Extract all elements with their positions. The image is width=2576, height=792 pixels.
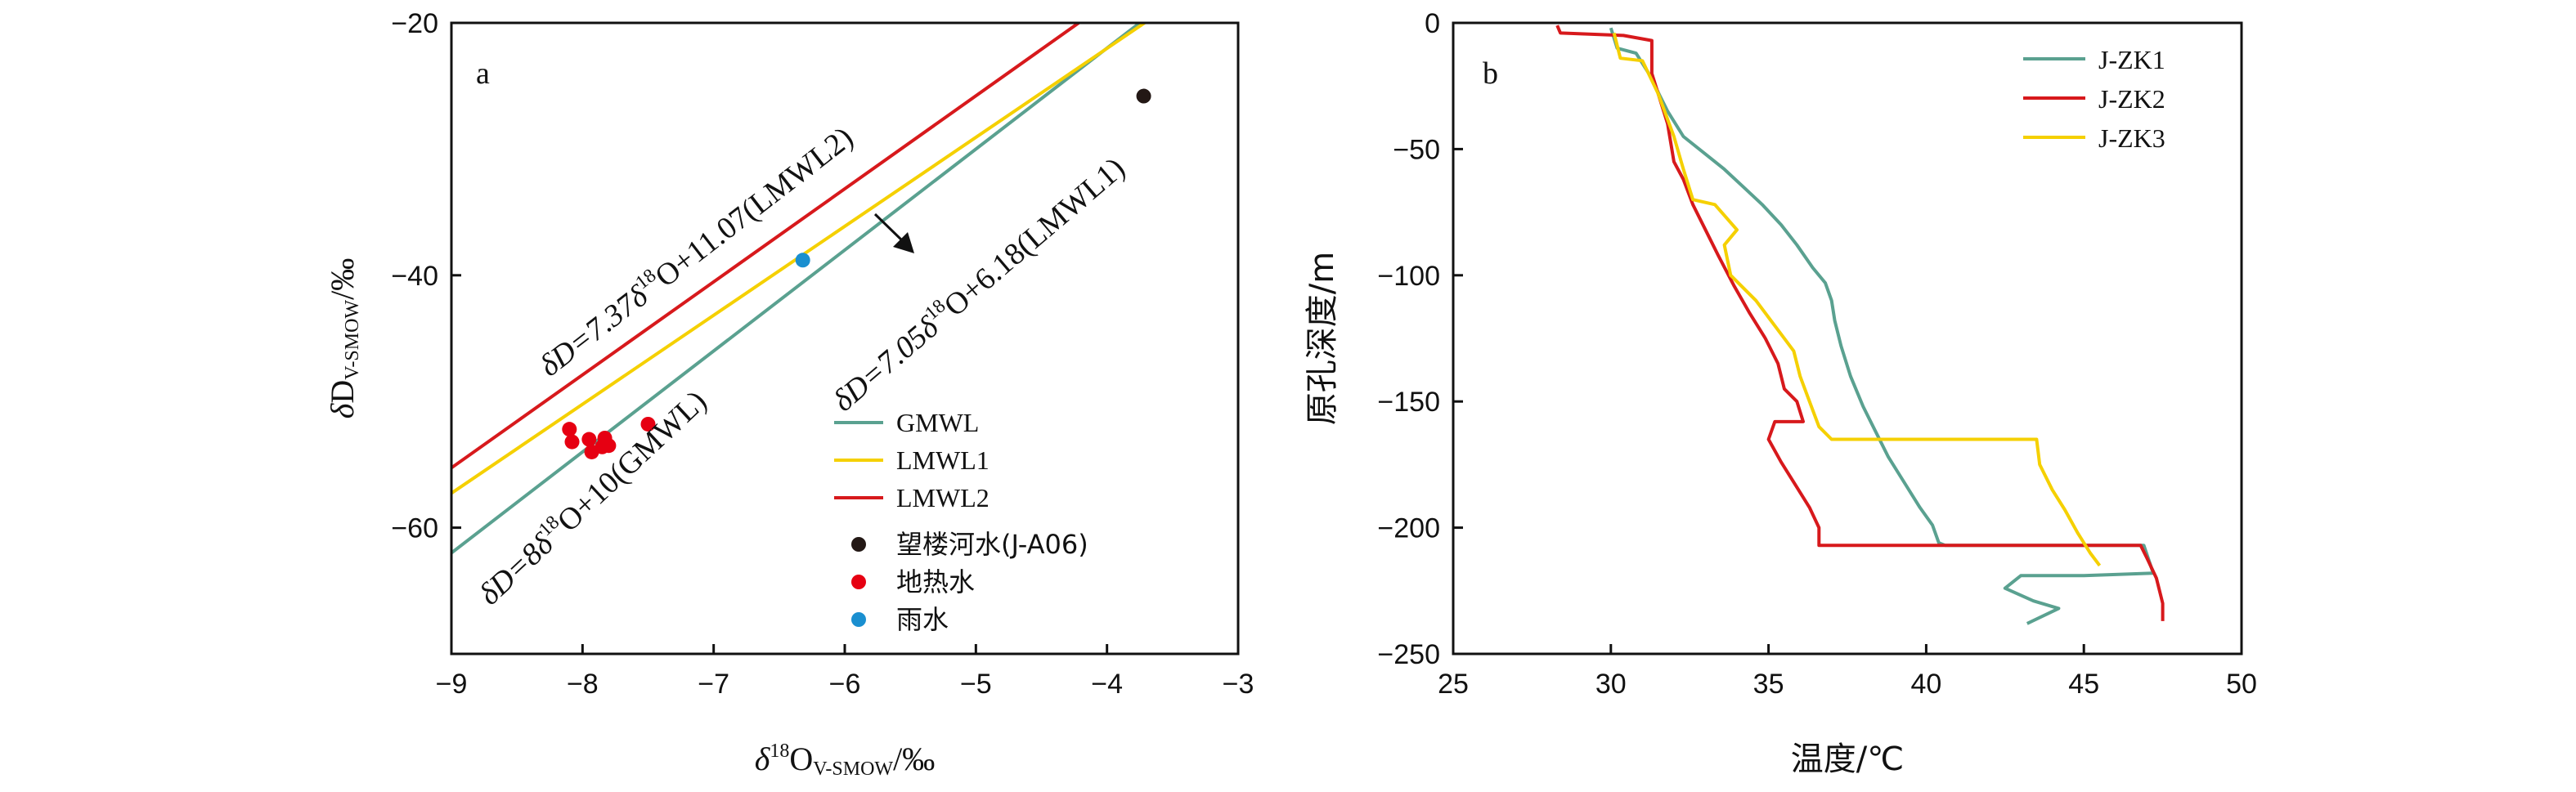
panel-b-frame xyxy=(1452,21,2243,656)
b-x-tick-label: 25 xyxy=(1438,669,1469,700)
legend-label-jzk1: J-ZK1 xyxy=(2098,45,2165,74)
panel-a-label: a xyxy=(476,56,490,91)
line-gmwl xyxy=(451,23,1143,555)
a-x-tick-label: −5 xyxy=(960,669,992,700)
series-line-j-zk3 xyxy=(1612,32,2102,567)
panel-a: −9 −8 −7 −6 −5 −4 −3−60−40−20 a δD=7.37δ18O+11… xyxy=(324,8,1254,780)
annotation-lmwl1: δD=7.05δ18O+6.18(LMWL1) xyxy=(825,149,1132,418)
panel-b-legend: J-ZK1 J-ZK2 J-ZK3 xyxy=(2023,45,2165,153)
legend-label-river: 望楼河水(J-A06) xyxy=(896,529,1088,560)
point-series1-2 xyxy=(581,432,597,447)
a-x-tick-label: −6 xyxy=(829,669,861,700)
a-x-tick-label: −9 xyxy=(436,669,468,700)
b-y-tick-label: −200 xyxy=(1377,513,1440,544)
b-y-tick-label: −150 xyxy=(1377,387,1440,418)
panel-b-ticks: 25 30 35 40 45 50 0 −50 −100 −150 −200 −250 xyxy=(1377,8,2257,700)
panel-a-y-axis-title: δDV-SMOW/‰ xyxy=(324,258,363,418)
b-y-tick-label: −250 xyxy=(1377,639,1440,670)
panel-b-y-axis-title: 原孔深度/m xyxy=(1304,252,1341,425)
point-series1-0 xyxy=(562,422,577,437)
panel-a-x-axis-title: δ18OV-SMOW/‰ xyxy=(755,741,935,780)
series-line-j-zk2 xyxy=(1555,25,2165,621)
b-x-tick-label: 30 xyxy=(1595,669,1627,700)
line-lmwl1 xyxy=(451,23,1148,495)
point-series0-0 xyxy=(1136,88,1151,104)
legend-marker-river xyxy=(851,537,866,552)
point-series1-1 xyxy=(564,434,580,450)
b-y-tick-label: −100 xyxy=(1377,261,1440,292)
panel-b-plot-area xyxy=(1555,25,2165,625)
legend-label-geothermal: 地热水 xyxy=(896,566,975,597)
series-line-j-zk1 xyxy=(1609,27,2155,625)
panel-a-legend: GMWL LMWL1 LMWL2 望楼河水(J-A06) 地热水 雨水 xyxy=(834,408,1088,635)
b-x-tick-label: 40 xyxy=(1910,669,1941,700)
b-x-tick-label: 35 xyxy=(1753,669,1784,700)
b-x-tick-label: 45 xyxy=(2068,669,2099,700)
b-x-tick-label: 50 xyxy=(2226,669,2257,700)
a-y-tick-label: −20 xyxy=(391,8,438,39)
annotation-gmwl: δD=8δ18O+10(GMWL) xyxy=(470,382,713,611)
a-x-tick-label: −4 xyxy=(1091,669,1123,700)
legend-label-jzk3: J-ZK3 xyxy=(2098,123,2165,153)
point-series2-0 xyxy=(795,253,810,268)
a-x-tick-label: −3 xyxy=(1223,669,1254,700)
a-y-tick-label: −40 xyxy=(391,261,438,292)
panel-b: 25 30 35 40 45 50 0 −50 −100 −150 −200 −250 b J-ZK1… xyxy=(1304,8,2257,778)
b-y-tick-label: 0 xyxy=(1425,8,1440,39)
legend-label-rain: 雨水 xyxy=(896,604,949,635)
panel-b-x-axis-title: 温度/℃ xyxy=(1791,741,1904,778)
panel-a-ticks: −9 −8 −7 −6 −5 −4 −3 −60 −40 −20 xyxy=(391,8,1254,700)
line-lmwl2 xyxy=(451,23,1082,470)
a-x-tick-label: −7 xyxy=(698,669,729,700)
legend-label-lmwl2: LMWL2 xyxy=(896,483,990,512)
b-y-tick-label: −50 xyxy=(1393,134,1440,165)
legend-label-lmwl1: LMWL1 xyxy=(896,445,990,475)
panel-b-label: b xyxy=(1483,56,1498,91)
panel-a-plot-area xyxy=(451,23,1151,555)
legend-marker-rain xyxy=(851,612,866,627)
legend-label-jzk2: J-ZK2 xyxy=(2098,84,2165,114)
shift-arrow-head xyxy=(893,232,914,253)
legend-label-gmwl: GMWL xyxy=(896,408,979,437)
a-x-tick-label: −8 xyxy=(567,669,599,700)
legend-marker-geothermal xyxy=(851,575,866,589)
point-series1-6 xyxy=(601,438,617,454)
a-y-tick-label: −60 xyxy=(391,513,438,544)
point-series1-7 xyxy=(640,416,656,432)
shift-arrow-line xyxy=(873,213,905,244)
